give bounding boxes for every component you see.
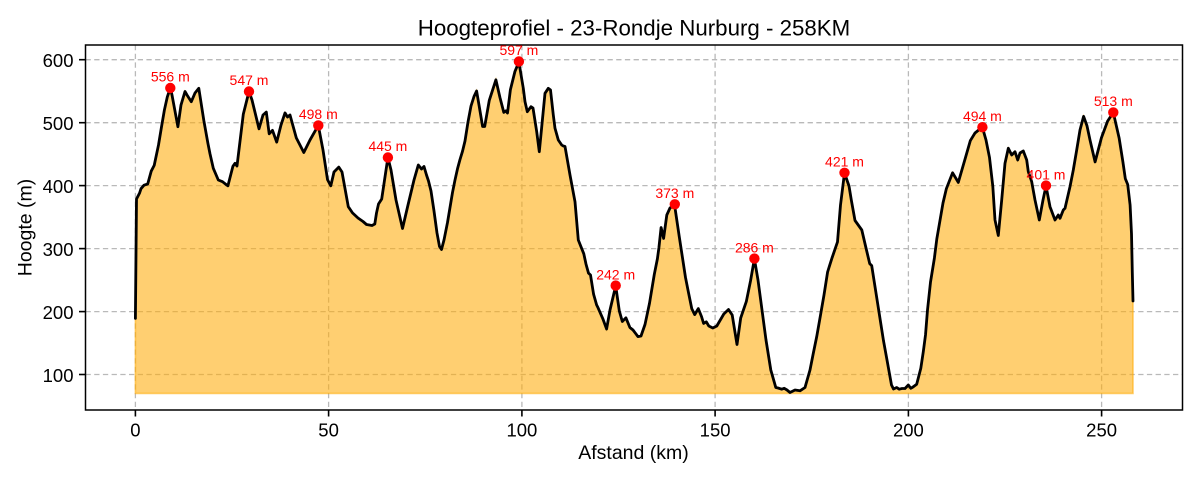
svg-text:Hoogteprofiel - 23-Rondje Nurb: Hoogteprofiel - 23-Rondje Nurburg - 258K… [418, 16, 851, 41]
svg-text:445 m: 445 m [368, 138, 407, 154]
svg-text:421 m: 421 m [825, 154, 864, 170]
svg-text:498 m: 498 m [299, 106, 338, 122]
svg-text:Hoogte (m): Hoogte (m) [15, 179, 37, 277]
svg-text:50: 50 [318, 419, 339, 440]
svg-text:300: 300 [43, 239, 74, 260]
svg-text:556 m: 556 m [151, 69, 190, 85]
svg-text:0: 0 [130, 419, 140, 440]
svg-text:100: 100 [43, 365, 74, 386]
svg-text:547 m: 547 m [230, 72, 269, 88]
svg-text:286 m: 286 m [735, 239, 774, 255]
svg-text:600: 600 [43, 50, 74, 71]
svg-text:100: 100 [506, 419, 537, 440]
svg-text:401 m: 401 m [1027, 166, 1066, 182]
svg-text:200: 200 [43, 302, 74, 323]
svg-text:150: 150 [700, 419, 731, 440]
svg-text:Afstand (km): Afstand (km) [578, 442, 689, 464]
svg-text:373 m: 373 m [655, 185, 694, 201]
svg-text:200: 200 [893, 419, 924, 440]
svg-text:597 m: 597 m [499, 42, 538, 58]
svg-text:494 m: 494 m [963, 108, 1002, 124]
svg-text:400: 400 [43, 176, 74, 197]
svg-text:500: 500 [43, 113, 74, 134]
svg-text:513 m: 513 m [1094, 93, 1133, 109]
svg-text:242 m: 242 m [596, 266, 635, 282]
svg-text:250: 250 [1086, 419, 1117, 440]
